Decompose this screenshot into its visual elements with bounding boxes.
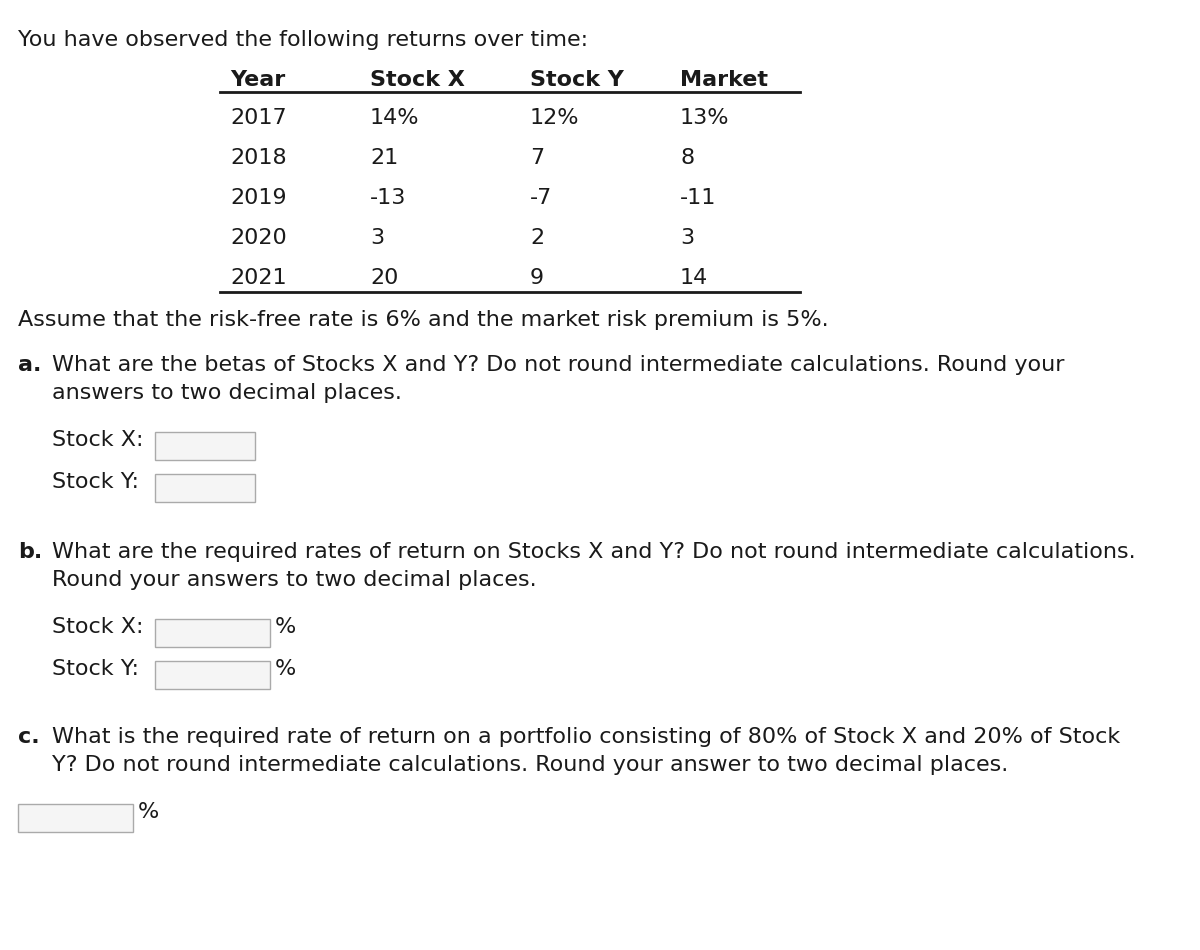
Text: answers to two decimal places.: answers to two decimal places.: [52, 383, 402, 403]
Text: 21: 21: [370, 148, 398, 168]
Text: What are the betas of Stocks X and Y? Do not round intermediate calculations. Ro: What are the betas of Stocks X and Y? Do…: [52, 355, 1064, 375]
Text: 13%: 13%: [680, 108, 730, 128]
Text: -13: -13: [370, 188, 407, 208]
FancyBboxPatch shape: [18, 804, 133, 832]
FancyBboxPatch shape: [155, 432, 256, 460]
Text: Stock X:: Stock X:: [52, 430, 144, 450]
Text: Assume that the risk-free rate is 6% and the market risk premium is 5%.: Assume that the risk-free rate is 6% and…: [18, 310, 829, 330]
Text: 9: 9: [530, 268, 544, 288]
Text: -7: -7: [530, 188, 552, 208]
Text: a.: a.: [18, 355, 41, 375]
Text: -11: -11: [680, 188, 716, 208]
Text: Stock Y:: Stock Y:: [52, 659, 139, 679]
Text: 2021: 2021: [230, 268, 287, 288]
Text: 12%: 12%: [530, 108, 580, 128]
Text: %: %: [138, 802, 160, 822]
Text: You have observed the following returns over time:: You have observed the following returns …: [18, 30, 588, 50]
Text: b.: b.: [18, 542, 42, 562]
Text: 14: 14: [680, 268, 708, 288]
Text: 3: 3: [680, 228, 694, 248]
Text: 2017: 2017: [230, 108, 287, 128]
Text: What are the required rates of return on Stocks X and Y? Do not round intermedia: What are the required rates of return on…: [52, 542, 1135, 562]
Text: 2020: 2020: [230, 228, 287, 248]
Text: Stock Y: Stock Y: [530, 70, 624, 90]
Text: %: %: [275, 617, 296, 637]
Text: 2: 2: [530, 228, 544, 248]
Text: 2018: 2018: [230, 148, 287, 168]
Text: Stock Y:: Stock Y:: [52, 472, 139, 492]
Text: 7: 7: [530, 148, 544, 168]
Text: 20: 20: [370, 268, 398, 288]
Text: 8: 8: [680, 148, 694, 168]
Text: What is the required rate of return on a portfolio consisting of 80% of Stock X : What is the required rate of return on a…: [52, 727, 1121, 747]
Text: c.: c.: [18, 727, 40, 747]
Text: 2019: 2019: [230, 188, 287, 208]
Text: %: %: [275, 659, 296, 679]
Text: Market: Market: [680, 70, 768, 90]
FancyBboxPatch shape: [155, 619, 270, 647]
Text: 14%: 14%: [370, 108, 420, 128]
Text: Stock X:: Stock X:: [52, 617, 144, 637]
Text: Stock X: Stock X: [370, 70, 464, 90]
Text: Round your answers to two decimal places.: Round your answers to two decimal places…: [52, 570, 536, 590]
Text: Year: Year: [230, 70, 286, 90]
Text: 3: 3: [370, 228, 384, 248]
Text: Y? Do not round intermediate calculations. Round your answer to two decimal plac: Y? Do not round intermediate calculation…: [52, 755, 1008, 775]
FancyBboxPatch shape: [155, 474, 256, 502]
FancyBboxPatch shape: [155, 661, 270, 689]
